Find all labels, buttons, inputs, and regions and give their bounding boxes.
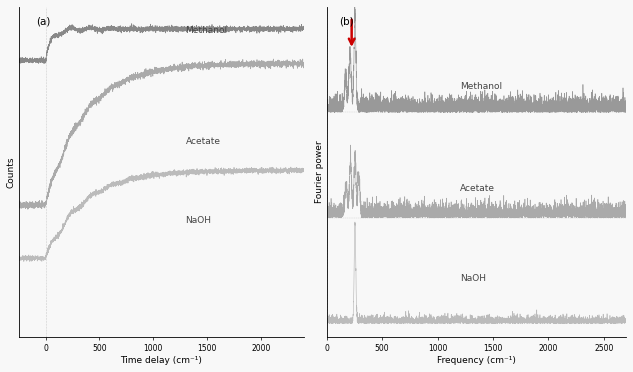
Text: NaOH: NaOH xyxy=(185,216,211,225)
Text: Methanol: Methanol xyxy=(460,81,502,90)
Text: (b): (b) xyxy=(339,17,353,27)
Text: NaOH: NaOH xyxy=(460,275,486,283)
Text: Methanol: Methanol xyxy=(185,26,228,35)
X-axis label: Frequency (cm⁻¹): Frequency (cm⁻¹) xyxy=(437,356,516,365)
Text: Acetate: Acetate xyxy=(185,138,220,147)
Text: (a): (a) xyxy=(36,17,50,27)
Text: Acetate: Acetate xyxy=(460,184,495,193)
Y-axis label: Counts: Counts xyxy=(7,156,16,187)
Y-axis label: Fourier power: Fourier power xyxy=(315,141,324,203)
X-axis label: Time delay (cm⁻¹): Time delay (cm⁻¹) xyxy=(120,356,202,365)
